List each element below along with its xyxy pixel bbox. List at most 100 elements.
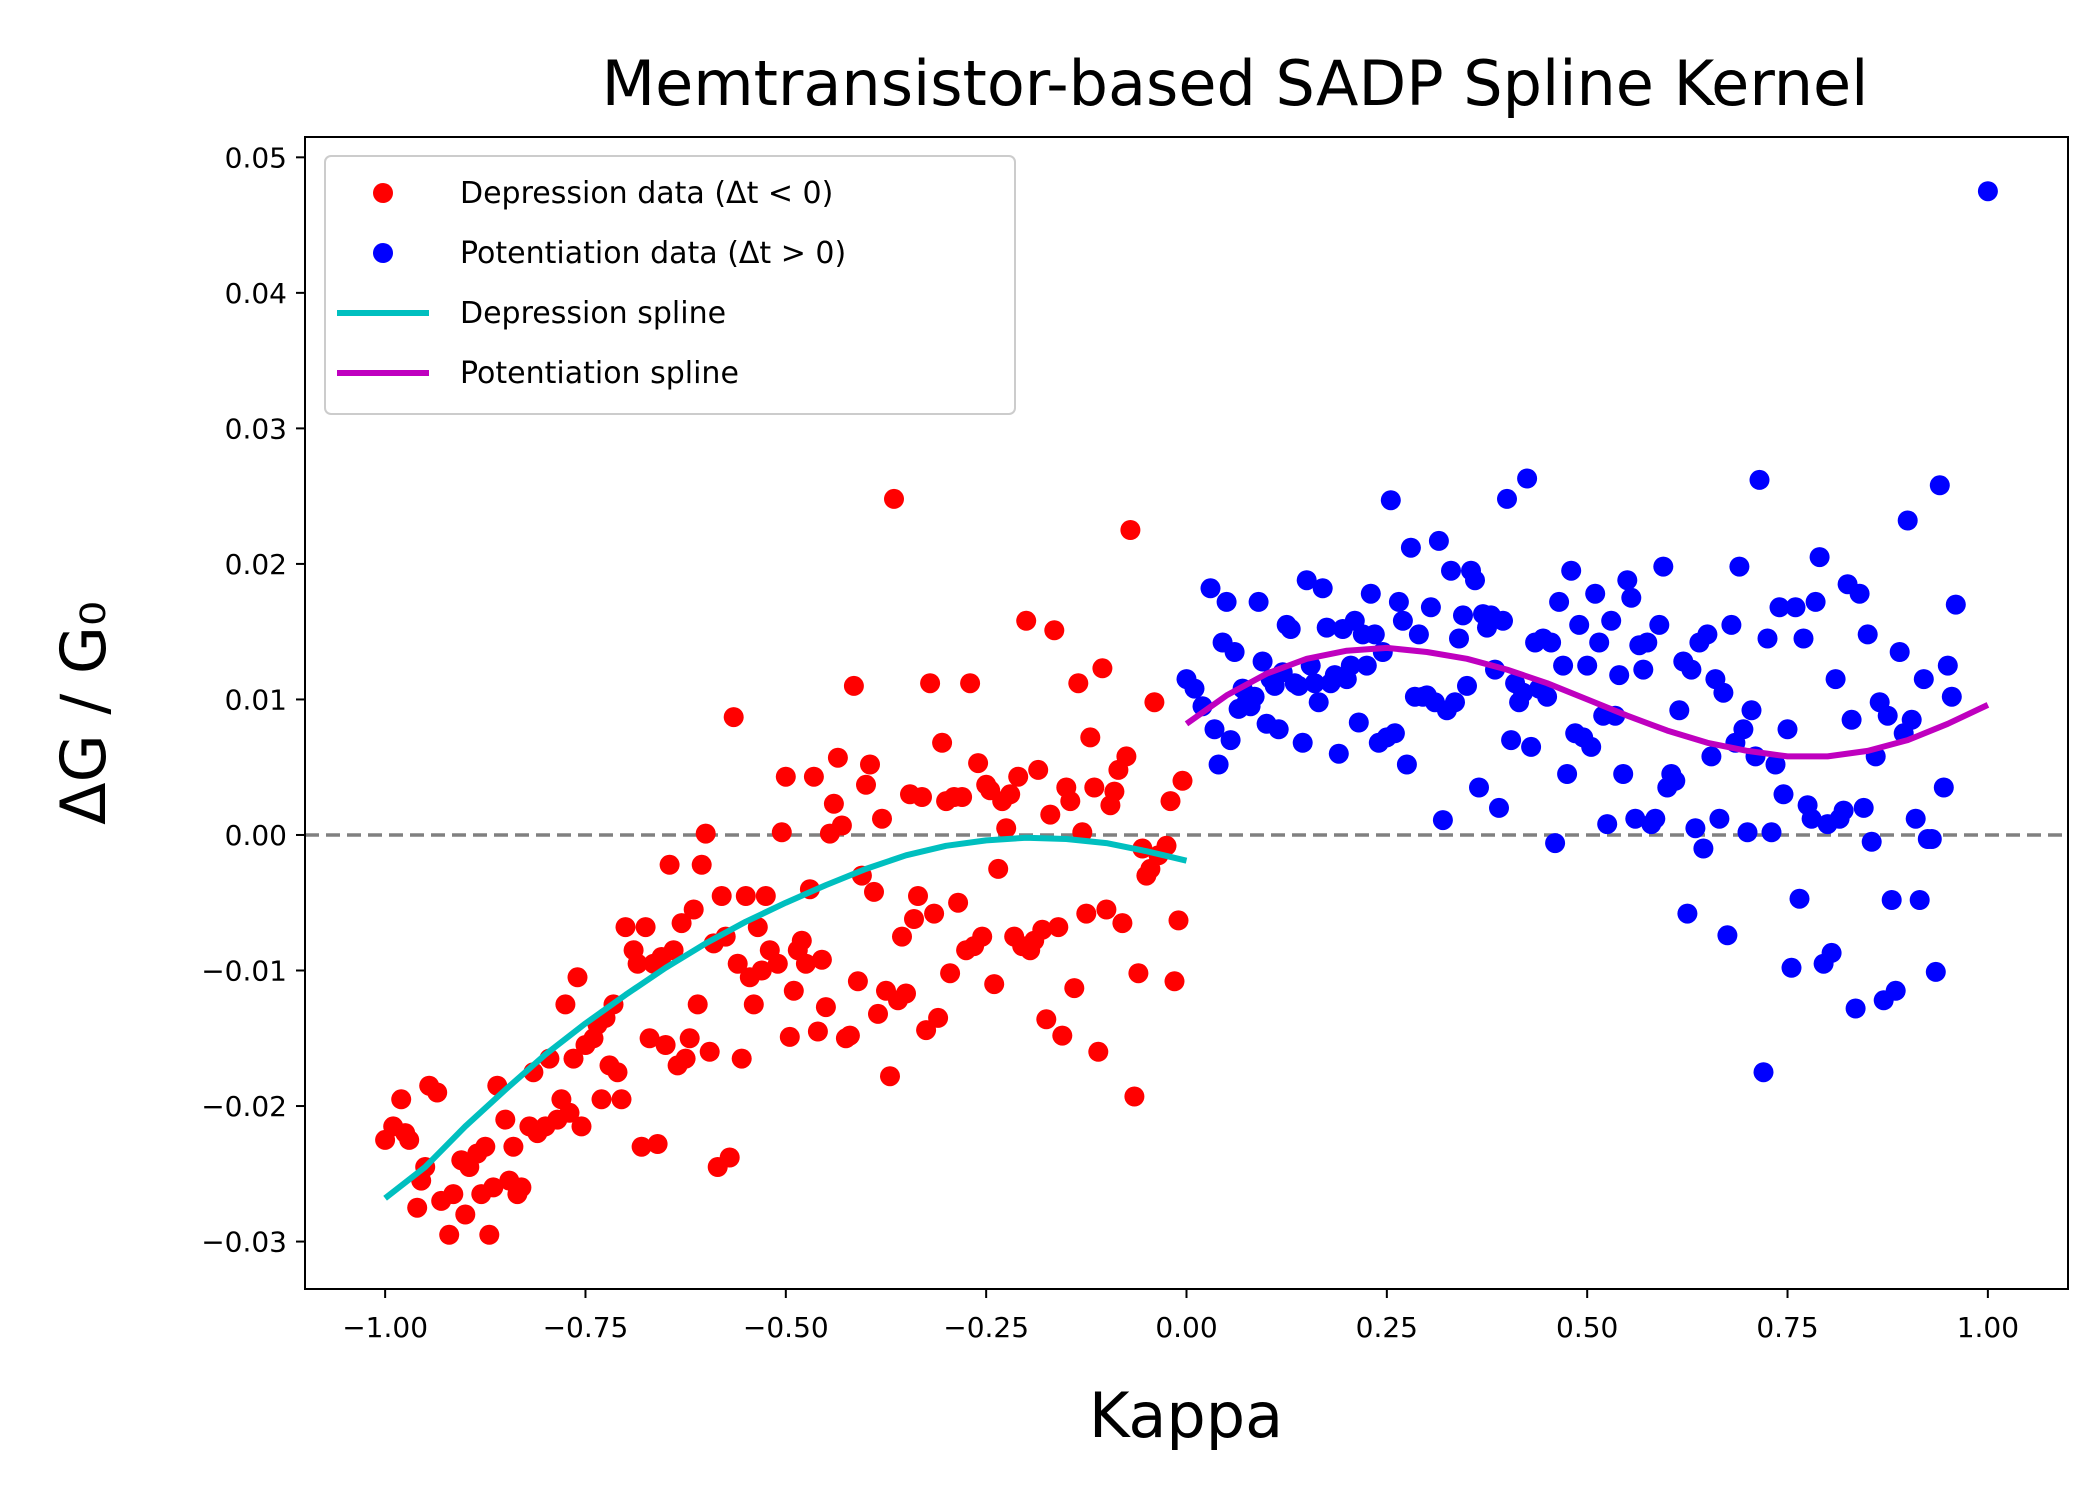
- potentiation-data-point: [1801, 808, 1822, 829]
- potentiation-data-point: [1408, 624, 1429, 645]
- depression-data-point: [831, 815, 852, 836]
- depression-data-point: [791, 930, 812, 951]
- potentiation-data-point: [1360, 583, 1381, 604]
- potentiation-data-point: [1669, 700, 1690, 721]
- potentiation-data-point: [1348, 712, 1369, 733]
- depression-data-point: [559, 1102, 580, 1123]
- x-tick-label: 0.00: [1155, 1311, 1217, 1344]
- potentiation-data-point: [1248, 591, 1269, 612]
- potentiation-data-point: [1733, 719, 1754, 740]
- y-tick-label: 0.04: [225, 277, 287, 310]
- depression-data-point: [1060, 791, 1081, 812]
- legend-label-depression-spline: Depression spline: [460, 296, 726, 331]
- legend-label-potentiation-spline: Potentiation spline: [460, 356, 739, 391]
- potentiation-data-point: [1693, 838, 1714, 859]
- potentiation-data-point: [1609, 665, 1630, 686]
- potentiation-data-point: [1857, 624, 1878, 645]
- depression-data-point: [1036, 1009, 1057, 1030]
- potentiation-data-point: [1741, 700, 1762, 721]
- depression-data-point: [1032, 919, 1053, 940]
- potentiation-data-point: [1929, 475, 1950, 496]
- potentiation-data-point: [1853, 797, 1874, 818]
- depression-data-point: [1084, 777, 1105, 798]
- potentiation-data-point: [1633, 659, 1654, 680]
- potentiation-data-point: [1793, 628, 1814, 649]
- potentiation-data-point: [1809, 547, 1830, 568]
- depression-data-point: [908, 886, 928, 906]
- depression-data-point: [1164, 971, 1185, 992]
- depression-data-point: [1128, 963, 1149, 984]
- depression-data-point: [1156, 835, 1177, 856]
- potentiation-data-point: [1909, 890, 1930, 910]
- depression-data-point: [872, 808, 892, 829]
- potentiation-data-point: [1913, 669, 1934, 690]
- potentiation-data-point: [1761, 822, 1782, 843]
- depression-data-point: [731, 1048, 752, 1069]
- potentiation-data-point: [1717, 925, 1738, 946]
- depression-data-point: [455, 1204, 476, 1225]
- potentiation-data-point: [1380, 490, 1401, 511]
- depression-data-point: [1104, 781, 1125, 802]
- potentiation-data-point: [1833, 800, 1854, 821]
- depression-data-point: [683, 899, 704, 920]
- potentiation-data-point: [1889, 642, 1910, 662]
- potentiation-data-point: [1805, 591, 1826, 612]
- depression-data-point: [607, 1062, 628, 1083]
- potentiation-data-point: [1977, 181, 1998, 202]
- potentiation-data-point: [1537, 686, 1558, 707]
- depression-data-point: [940, 963, 961, 984]
- potentiation-data-point: [1621, 587, 1642, 608]
- depression-data-point: [735, 886, 756, 906]
- potentiation-data-point: [1781, 957, 1802, 978]
- depression-data-point: [968, 753, 989, 774]
- potentiation-data-point: [1885, 980, 1906, 1001]
- potentiation-data-point: [1701, 746, 1722, 767]
- depression-data-point: [407, 1197, 428, 1218]
- potentiation-data-point: [1697, 624, 1718, 645]
- potentiation-data-point: [1645, 808, 1666, 829]
- potentiation-data-point: [1721, 614, 1742, 635]
- y-axis-label: ΔG / G₀: [47, 601, 120, 825]
- depression-data-point: [1168, 910, 1189, 931]
- depression-data-point: [503, 1136, 524, 1157]
- depression-data-point: [695, 823, 716, 844]
- potentiation-data-point: [1569, 614, 1590, 635]
- potentiation-data-point: [1561, 560, 1582, 581]
- depression-data-point: [1040, 804, 1061, 825]
- potentiation-data-point: [1244, 686, 1265, 707]
- potentiation-data-point: [1328, 743, 1349, 764]
- potentiation-data-point: [1445, 692, 1465, 713]
- potentiation-data-point: [1773, 784, 1794, 805]
- plot-area: [305, 181, 2068, 1245]
- potentiation-data-point: [1501, 730, 1522, 751]
- depression-data-point: [591, 1089, 612, 1110]
- potentiation-data-point: [1296, 570, 1317, 591]
- potentiation-data-point: [1601, 610, 1622, 631]
- x-tick-label: 0.75: [1756, 1311, 1818, 1344]
- potentiation-data-point: [1825, 669, 1846, 690]
- depression-data-point: [479, 1224, 500, 1245]
- potentiation-data-point: [1789, 888, 1810, 909]
- depression-data-point: [1068, 673, 1089, 694]
- potentiation-data-point: [1208, 754, 1229, 775]
- depression-data-point: [988, 858, 1009, 879]
- potentiation-data-point: [1340, 655, 1361, 676]
- potentiation-data-point: [1453, 605, 1473, 626]
- potentiation-data-point: [1392, 610, 1413, 631]
- potentiation-data-point: [1316, 617, 1337, 638]
- y-axis: −0.03 −0.02 −0.01 0.00 0.01 0.02 0.03 0.04 0.05: [201, 141, 305, 1259]
- depression-data-point: [1116, 746, 1137, 767]
- depression-data-point: [860, 754, 880, 775]
- depression-data-point: [635, 917, 656, 938]
- potentiation-data-point: [1709, 808, 1730, 829]
- depression-data-point: [1124, 1086, 1145, 1107]
- potentiation-data-point: [1749, 469, 1770, 490]
- potentiation-data-point: [1653, 556, 1674, 577]
- potentiation-data-point: [1665, 770, 1686, 791]
- depression-data-point: [972, 926, 993, 947]
- y-tick-label: 0.03: [225, 412, 287, 445]
- potentiation-data-point: [1396, 754, 1417, 775]
- potentiation-data-point: [1280, 619, 1301, 639]
- depression-data-point: [439, 1224, 460, 1245]
- depression-data-point: [916, 1020, 937, 1041]
